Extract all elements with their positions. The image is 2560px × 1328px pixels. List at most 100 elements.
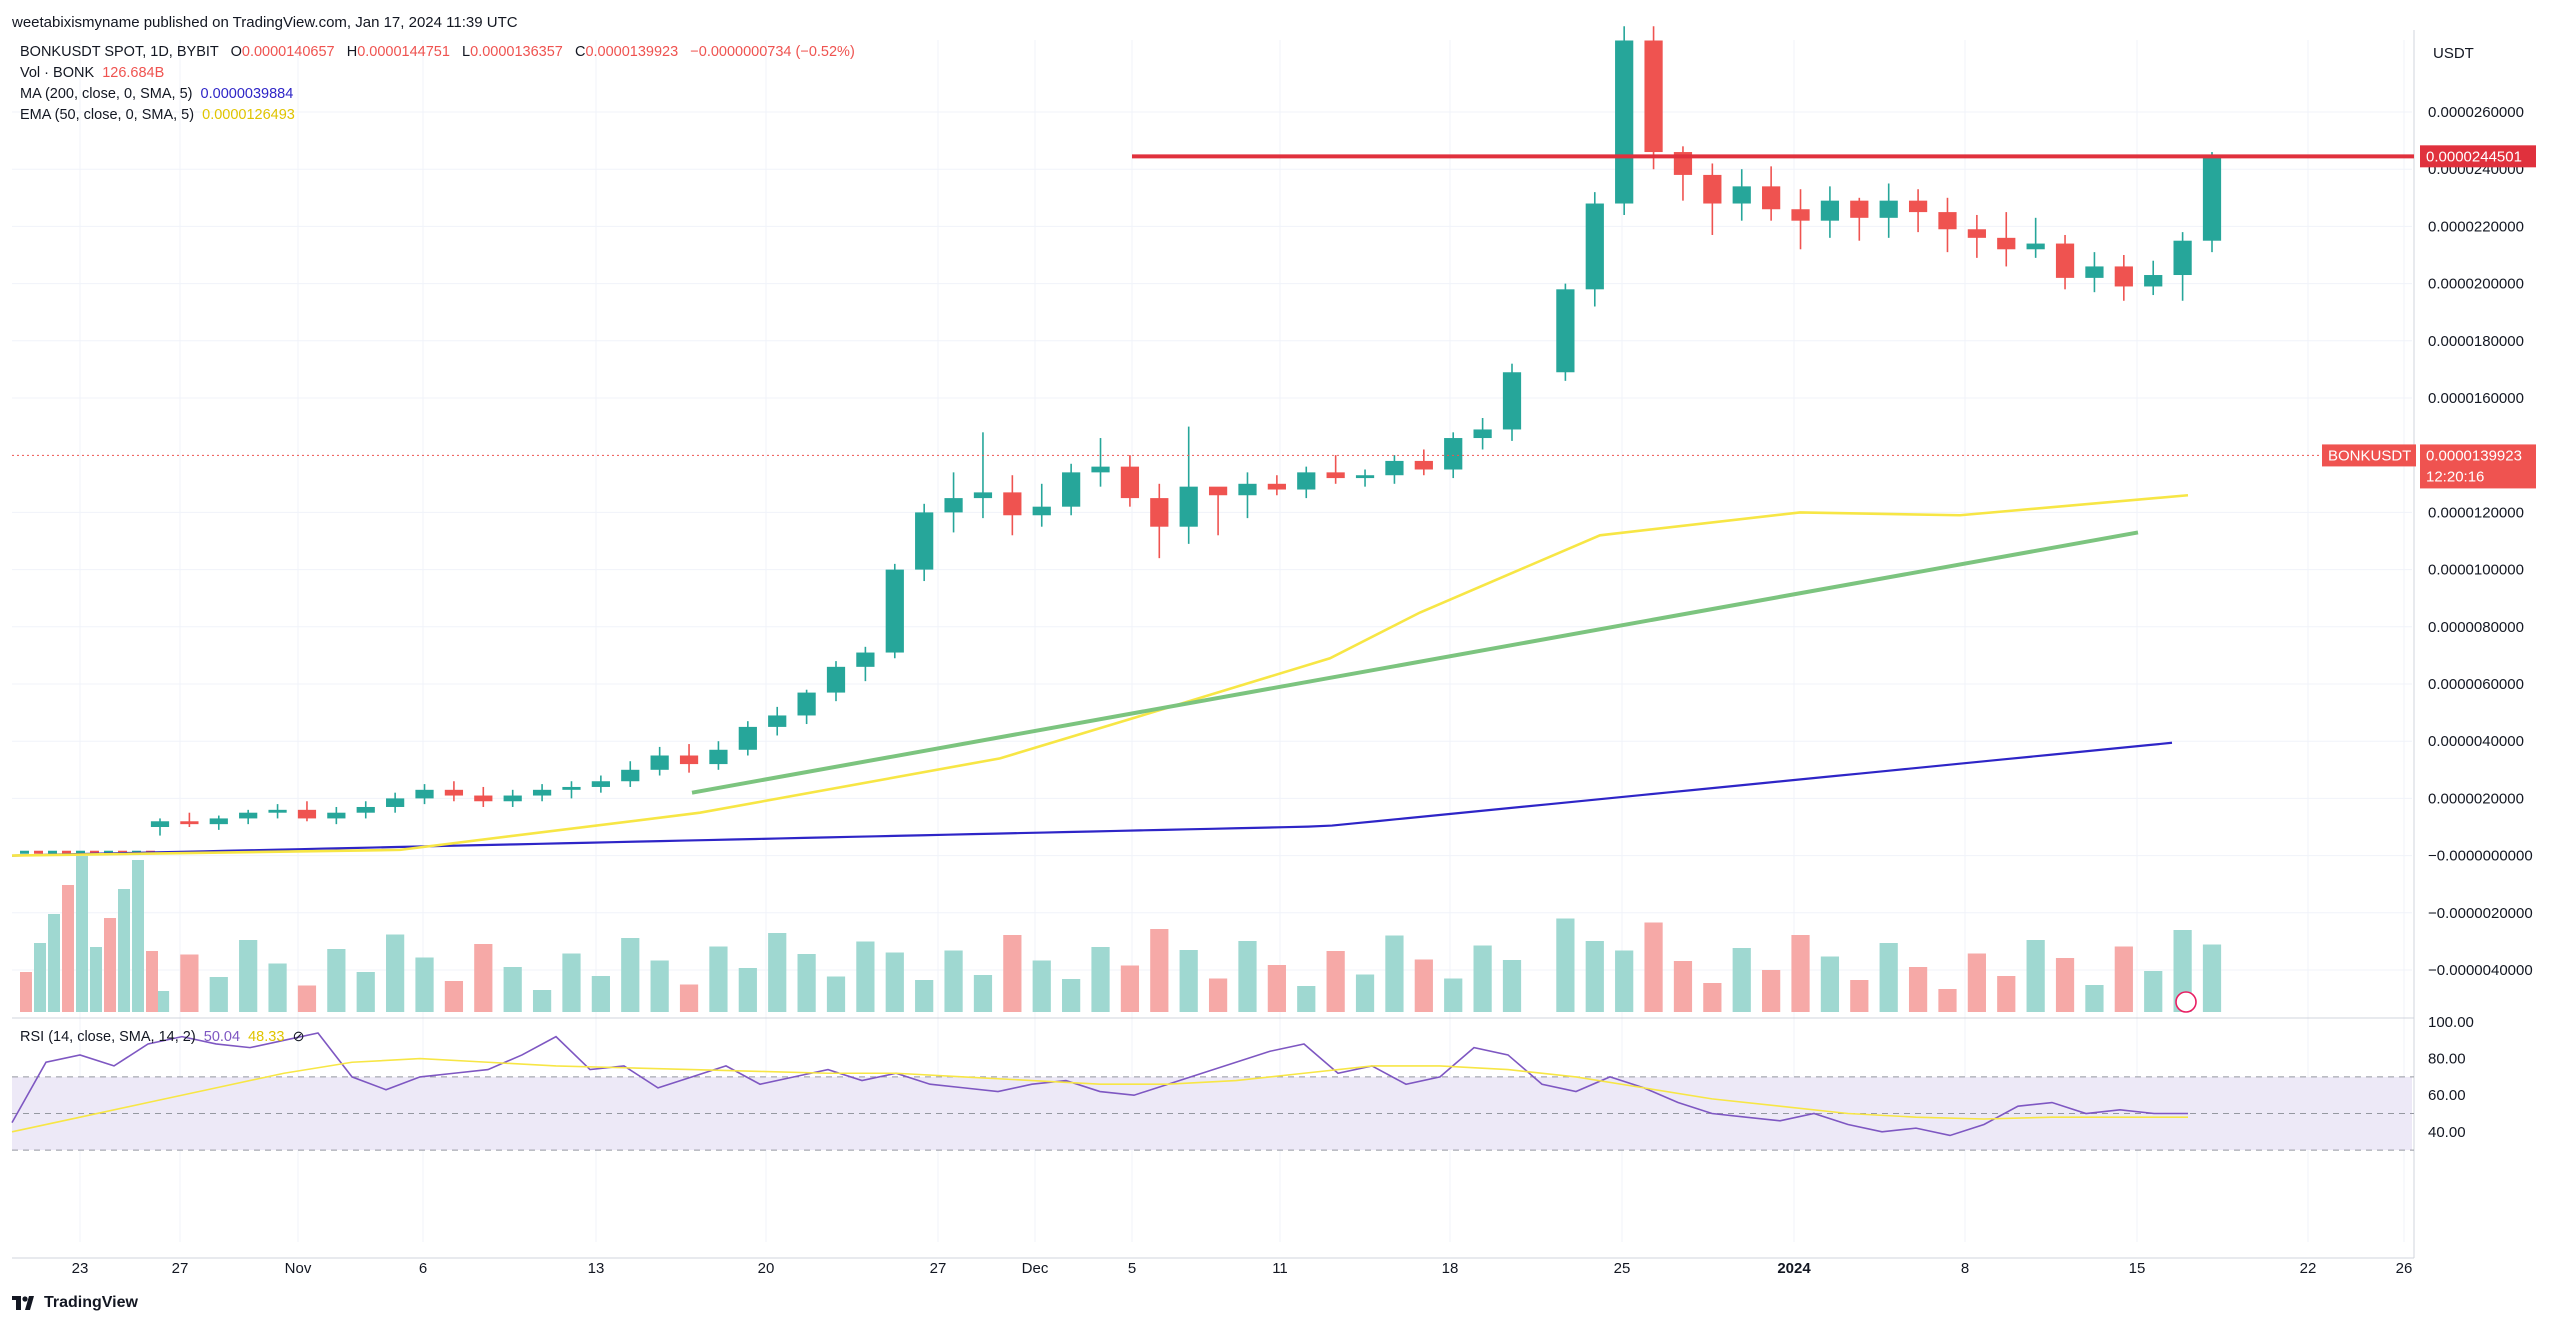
volume-bar — [1150, 929, 1169, 1012]
volume-bar — [209, 977, 228, 1012]
price-tick-label: −0.0000040000 — [2428, 962, 2533, 979]
volume-bar — [650, 960, 669, 1012]
time-tick-label: Dec — [1022, 1260, 1049, 1277]
volume-bar — [2055, 958, 2075, 1012]
candle-body — [1908, 200, 1928, 213]
volume-bar — [386, 934, 405, 1012]
volume-bar — [239, 940, 258, 1012]
volume-bar — [2144, 971, 2163, 1012]
candle-body — [503, 795, 522, 802]
candle-body — [915, 512, 934, 570]
candle-body — [797, 692, 816, 716]
candle-body — [1879, 200, 1898, 218]
volume-bar — [34, 943, 46, 1012]
volume-bar — [180, 954, 199, 1012]
volume-bar — [738, 968, 757, 1012]
rsi-ma-value: 48.33 — [248, 1029, 285, 1045]
candle-body — [2055, 243, 2075, 278]
time-tick-label: 23 — [72, 1260, 89, 1277]
volume-bar — [2114, 946, 2133, 1012]
candle-body — [856, 652, 875, 667]
volume-bar — [132, 860, 144, 1012]
rsi-pane — [11, 1032, 2414, 1151]
volume-bar — [1297, 986, 1316, 1012]
candle-body — [2085, 266, 2104, 278]
candle-body — [1732, 186, 1751, 204]
volume-legend[interactable]: Vol · BONK 126.684B — [20, 65, 165, 81]
time-tick-label: 25 — [1614, 1260, 1631, 1277]
volume-bar — [826, 976, 846, 1012]
candle-body — [180, 821, 199, 825]
candle-body — [1556, 289, 1575, 373]
volume-bar — [1997, 976, 2016, 1012]
rsi-tick-label: 100.00 — [2428, 1014, 2474, 1031]
volume-bar — [1820, 956, 1840, 1012]
volume-bar — [1938, 989, 1957, 1012]
volume-bar — [1179, 950, 1198, 1012]
candle-body — [386, 798, 405, 807]
candle-body — [1615, 40, 1634, 204]
price-tick-label: 0.0000060000 — [2428, 676, 2524, 693]
time-tick-label: Nov — [285, 1260, 312, 1277]
candle-body — [1267, 483, 1286, 490]
symbol-tag — [2322, 444, 2416, 467]
candle-body — [1179, 486, 1198, 527]
candle-body — [1967, 229, 1986, 238]
time-tick-label: 11 — [1272, 1260, 1288, 1277]
volume-bar — [48, 914, 60, 1012]
ohlc-change: −0.0000000734 (−0.52%) — [690, 44, 855, 60]
volume-bar — [503, 967, 522, 1012]
candle-body — [885, 569, 904, 653]
candle-body — [327, 812, 346, 819]
symbol-legend[interactable]: BONKUSDT SPOT, 1D, BYBIT O0.0000140657 H… — [20, 44, 855, 60]
volume-bar — [76, 856, 88, 1012]
candle-body — [1762, 186, 1781, 210]
tradingview-logo-icon — [12, 1296, 34, 1310]
volume-bar — [1003, 935, 1022, 1012]
hide-icon[interactable]: ⊘ — [292, 1029, 305, 1045]
ema-legend[interactable]: EMA (50, close, 0, SMA, 5) 0.0000126493 — [20, 107, 295, 123]
price-tick-label: 0.0000040000 — [2428, 733, 2524, 750]
volume-bar — [915, 980, 934, 1012]
volume-bar — [1502, 960, 1522, 1012]
tradingview-footer[interactable]: TradingView — [12, 1294, 138, 1312]
candle-body — [973, 492, 993, 499]
price-tick-label: 0.0000080000 — [2428, 619, 2524, 636]
volume-bar — [146, 951, 158, 1012]
candle-body — [1820, 200, 1840, 221]
candle-body — [104, 850, 113, 854]
price-tick-label: −0.0000020000 — [2428, 905, 2533, 922]
candle-body — [2173, 240, 2192, 276]
volume-bar — [1762, 970, 1781, 1012]
ema50-line — [11, 493, 2189, 857]
volume-bar — [1032, 960, 1051, 1012]
candle-body — [1297, 472, 1316, 490]
candle-body — [621, 769, 640, 782]
published-line: weetabixismyname published on TradingVie… — [12, 14, 518, 31]
indicator-lines — [11, 154, 2414, 857]
candle-body — [62, 850, 71, 854]
volume-bar — [1444, 978, 1463, 1012]
candle-body — [1938, 212, 1957, 230]
candle-body — [90, 850, 99, 854]
candle-body — [1062, 472, 1081, 507]
candle-body — [1444, 438, 1463, 470]
volume-bar — [944, 950, 963, 1012]
time-tick-label: 26 — [2396, 1260, 2413, 1277]
candle-body — [1150, 498, 1169, 527]
volume-bar — [104, 918, 116, 1012]
ma-legend[interactable]: MA (200, close, 0, SMA, 5) 0.0000039884 — [20, 86, 294, 102]
last-price-label: 0.0000139923 — [2426, 447, 2522, 464]
last-price-tag — [2420, 444, 2536, 489]
rsi-legend[interactable]: RSI (14, close, SMA, 14, 2) 50.04 48.33 … — [20, 1029, 305, 1045]
time-tick-label: 6 — [419, 1260, 427, 1277]
candle-body — [2114, 266, 2133, 287]
resistance-tag-label: 0.0000244501 — [2426, 148, 2522, 165]
candlesticks — [20, 26, 2222, 854]
volume-bar — [297, 985, 317, 1012]
volume-bar — [797, 954, 816, 1012]
candle-body — [1473, 429, 1492, 439]
candle-body — [944, 498, 963, 513]
volume-bar — [62, 885, 74, 1012]
